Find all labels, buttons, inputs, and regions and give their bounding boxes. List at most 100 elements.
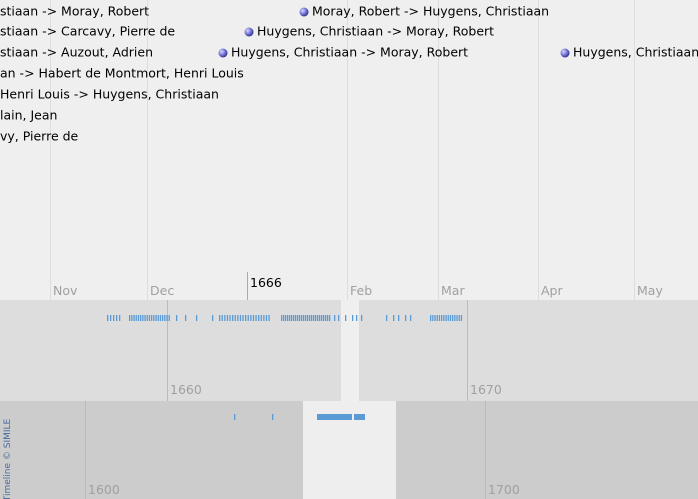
event-tick [146,315,148,321]
event-tick [148,315,151,321]
event-label[interactable]: Moray, Robert -> Huygens, Christiaan [312,4,549,19]
event-tick [291,315,293,321]
event-tick [221,315,223,321]
event-label[interactable]: vy, Pierre de [0,129,79,144]
event-tick [345,315,347,321]
event-tick [234,414,236,420]
event-tick [287,315,289,321]
event-tick [303,315,305,321]
event-tick [317,315,319,321]
event-tick [301,315,303,321]
event-tick [245,315,247,321]
event-tick [289,315,291,321]
event-tick [454,315,456,321]
month-label: Nov [53,283,78,298]
event-tick [107,315,109,321]
event-tick [295,315,297,321]
event-tick [297,315,299,321]
event-tick [212,315,214,321]
event-tick [327,315,329,321]
event-label[interactable]: an -> Habert de Montmort, Henri Louis [0,66,244,81]
event-tick [338,315,340,321]
event-tick [226,315,229,321]
event-label[interactable]: stiaan -> Carcavy, Pierre de [0,24,175,39]
event-tick [219,315,221,321]
event-tick [239,315,242,321]
event-tick [410,315,412,321]
event-tick [443,315,445,321]
event-label[interactable]: Huygens, Christiaan -> Moray, Robert [231,45,468,60]
event-label[interactable]: stiaan -> Moray, Robert [0,4,149,19]
event-tick [151,315,153,321]
event-tick [434,315,436,321]
event-tick [460,315,463,321]
event-label[interactable]: Huygens, Christiaan -> Moray, Robert [257,24,494,39]
event-tick [229,315,231,321]
month-label: Apr [541,283,563,298]
event-tick [329,315,331,321]
event-label[interactable]: Huygens, Christiaan -> [573,45,698,60]
event-tick [116,315,118,321]
decade-label: 1670 [470,382,502,397]
event-tick [319,315,321,321]
highlight [341,300,359,401]
event-tick [432,315,434,321]
month-label: Dec [150,283,174,298]
event-tick [166,315,168,321]
month-label: Mar [441,283,465,298]
event-dot[interactable] [560,48,570,58]
event-tick [398,315,400,321]
event-tick [247,315,249,321]
event-label[interactable]: lain, Jean [0,108,57,123]
event-tick [315,315,317,321]
event-tick [263,315,265,321]
event-tick [224,315,226,321]
credit[interactable]: Timeline © SIMILE [3,418,13,499]
event-tick [393,315,395,321]
event-tick [452,315,454,321]
event-tick [196,315,198,321]
event-tick [250,315,252,321]
event-tick [272,414,274,420]
event-tick [313,315,315,321]
event-tick [305,315,307,321]
event-tick [430,315,432,321]
event-tick [185,315,187,321]
event-tick [135,315,137,321]
event-tick [456,315,458,321]
event-tick [285,315,287,321]
event-tick [119,315,121,321]
month-label: Feb [350,283,372,298]
event-tick [449,315,452,321]
event-label[interactable]: Henri Louis -> Huygens, Christiaan [0,87,219,102]
event-tick [234,315,236,321]
event-tick [405,315,407,321]
detail-band[interactable] [0,0,698,300]
event-tick [447,315,449,321]
event-dot[interactable] [218,48,228,58]
century-label: 1600 [88,482,120,497]
event-tick [311,315,313,321]
event-tick [356,315,358,321]
event-tick [144,315,146,321]
event-tick [458,315,460,321]
event-tick [153,315,155,321]
event-tick [142,315,144,321]
event-tick [317,414,352,420]
event-tick [258,315,260,321]
event-dot[interactable] [244,27,254,37]
event-tick [436,315,438,321]
event-tick [131,315,133,321]
event-tick [162,315,164,321]
event-tick [268,315,270,321]
event-tick [309,315,311,321]
event-tick [299,315,301,321]
event-tick [293,315,295,321]
event-label[interactable]: stiaan -> Auzout, Adrien [0,45,153,60]
event-tick [323,315,325,321]
event-tick [321,315,323,321]
century-label: 1700 [488,482,520,497]
event-dot[interactable] [299,7,309,17]
event-tick [113,315,115,321]
